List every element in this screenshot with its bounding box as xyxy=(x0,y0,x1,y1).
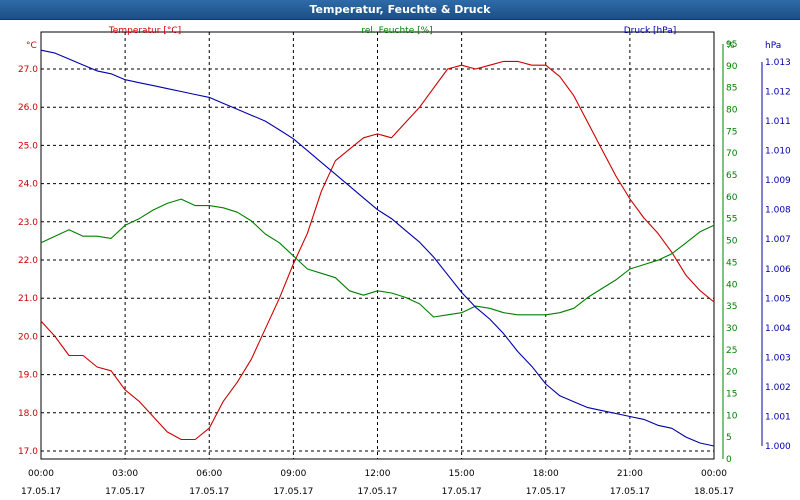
x-tick-label-date: 17.05.17 xyxy=(442,487,482,497)
x-tick-label-date: 17.05.17 xyxy=(189,487,229,497)
series-line-pressure xyxy=(40,49,715,447)
temperature-tick-label: 20.0 xyxy=(18,332,38,342)
pressure-tick-label: 1.010 xyxy=(765,147,791,157)
humidity-tick-label: 50 xyxy=(726,237,738,247)
x-tick-label-time: 12:00 xyxy=(365,469,391,479)
window-title: Temperatur, Feuchte & Druck xyxy=(309,3,491,16)
temperature-tick-label: 26.0 xyxy=(18,103,38,113)
temperature-tick-label: 17.0 xyxy=(18,447,38,457)
x-tick-label-time: 21:00 xyxy=(617,469,643,479)
series-line-temperature xyxy=(40,60,715,441)
temperature-tick-label: 27.0 xyxy=(18,65,38,75)
humidity-tick-label: 95 xyxy=(726,40,737,50)
x-tick-label-time: 18:00 xyxy=(533,469,559,479)
x-tick-label-date: 17.05.17 xyxy=(21,487,61,497)
x-tick-label-time: 00:00 xyxy=(28,469,54,479)
humidity-tick-label: 35 xyxy=(726,302,737,312)
pressure-tick-label: 1.012 xyxy=(765,88,791,98)
temperature-tick-label: 25.0 xyxy=(18,141,38,151)
humidity-tick-label: 20 xyxy=(726,368,738,378)
humidity-tick-label: 10 xyxy=(726,411,738,421)
x-tick-label-date: 17.05.17 xyxy=(273,487,313,497)
humidity-tick-label: 70 xyxy=(726,149,738,159)
humidity-tick-label: 55 xyxy=(726,215,737,225)
humidity-tick-label: 65 xyxy=(726,171,737,181)
x-tick-label-time: 09:00 xyxy=(280,469,306,479)
pressure-tick-label: 1.008 xyxy=(765,206,791,216)
humidity-tick-label: 60 xyxy=(726,193,738,203)
pressure-tick-label: 1.002 xyxy=(765,383,791,393)
x-tick-label-time: 03:00 xyxy=(112,469,138,479)
pressure-axis-unit: hPa xyxy=(765,41,781,51)
x-tick-label-date: 17.05.17 xyxy=(105,487,145,497)
pressure-tick-label: 1.005 xyxy=(765,294,791,304)
pressure-tick-label: 1.013 xyxy=(765,58,791,68)
humidity-tick-label: 25 xyxy=(726,346,737,356)
series-label-pressure: Druck [hPa] xyxy=(624,26,677,36)
x-tick-label-time: 15:00 xyxy=(449,469,475,479)
humidity-tick-label: 30 xyxy=(726,324,738,334)
humidity-tick-label: 5 xyxy=(726,433,732,443)
pressure-tick-label: 1.011 xyxy=(765,117,791,127)
humidity-tick-label: 85 xyxy=(726,84,737,94)
x-tick-label-date: 18.05.17 xyxy=(694,487,734,497)
humidity-tick-label: 40 xyxy=(726,280,738,290)
temperature-axis-unit: °C xyxy=(26,41,37,51)
x-tick-label-date: 17.05.17 xyxy=(526,487,566,497)
pressure-tick-label: 1.007 xyxy=(765,235,791,245)
humidity-tick-label: 15 xyxy=(726,389,737,399)
temperature-tick-label: 21.0 xyxy=(18,294,38,304)
series-label-humidity: rel. Feuchte [%] xyxy=(361,26,432,36)
pressure-tick-label: 1.009 xyxy=(765,176,791,186)
temperature-tick-label: 23.0 xyxy=(18,218,38,228)
x-tick-label-date: 17.05.17 xyxy=(357,487,397,497)
temperature-tick-label: 22.0 xyxy=(18,256,38,266)
pressure-tick-label: 1.004 xyxy=(765,324,791,334)
humidity-tick-label: 75 xyxy=(726,127,737,137)
title-bar: Temperatur, Feuchte & Druck xyxy=(0,0,800,20)
humidity-tick-label: 45 xyxy=(726,258,737,268)
series-label-temperature: Temperatur [°C] xyxy=(108,26,181,36)
temperature-tick-label: 18.0 xyxy=(18,409,38,419)
chart-area: 00:00 17.05.17 03:00 17.05.17 06:00 17.05.17 0… xyxy=(18,26,791,497)
humidity-tick-label: 80 xyxy=(726,106,738,116)
x-tick-label-time: 06:00 xyxy=(196,469,222,479)
pressure-tick-label: 1.000 xyxy=(765,442,791,452)
pressure-tick-label: 1.006 xyxy=(765,265,791,275)
humidity-axis-unit: % xyxy=(726,41,735,51)
x-tick-label-time: 00:00 xyxy=(701,469,727,479)
temperature-tick-label: 19.0 xyxy=(18,371,38,381)
temperature-tick-label: 24.0 xyxy=(18,180,38,190)
x-tick-label-date: 17.05.17 xyxy=(610,487,650,497)
series-line-humidity xyxy=(40,198,715,318)
humidity-tick-label: 0 xyxy=(726,455,732,465)
pressure-tick-label: 1.003 xyxy=(765,353,791,363)
humidity-tick-label: 90 xyxy=(726,62,738,72)
pressure-tick-label: 1.001 xyxy=(765,412,791,422)
